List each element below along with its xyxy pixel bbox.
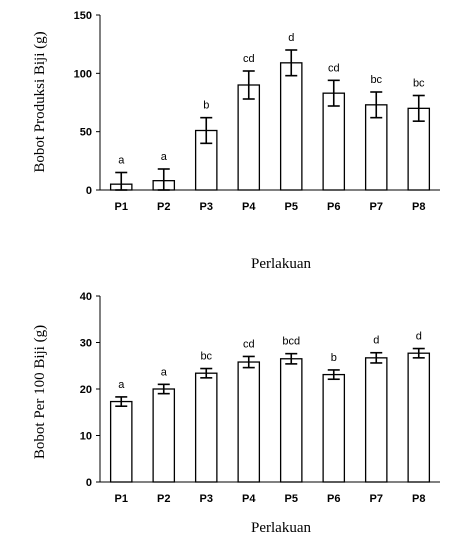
bar <box>237 84 261 191</box>
bar <box>237 361 261 483</box>
significance-label: bcd <box>282 336 300 348</box>
category-label: P4 <box>242 201 256 213</box>
significance-label: b <box>203 100 209 112</box>
chart-bobot-produksi-biji: Bobot Produksi Biji (g) Perlakuan 0 50 100… <box>32 10 440 272</box>
category-label: P6 <box>327 201 340 213</box>
significance-label: a <box>118 155 125 167</box>
bar <box>322 92 346 191</box>
significance-label: cd <box>243 53 255 65</box>
bar <box>279 62 303 191</box>
category-label: P3 <box>200 201 213 213</box>
category-label: P5 <box>285 493 298 505</box>
significance-label: a <box>161 151 168 163</box>
y-tick-label: 10 <box>80 431 92 443</box>
category-label: P8 <box>412 201 425 213</box>
significance-label: a <box>161 366 168 378</box>
significance-label: b <box>331 352 337 364</box>
significance-label: d <box>416 331 422 343</box>
significance-label: bc <box>200 351 212 363</box>
bar <box>364 357 388 483</box>
y-tick-label: 40 <box>80 291 92 303</box>
category-label: P3 <box>200 493 213 505</box>
category-label: P2 <box>157 493 170 505</box>
significance-label: a <box>118 379 125 391</box>
category-label: P5 <box>285 201 298 213</box>
category-label: P4 <box>242 493 256 505</box>
bar <box>194 372 218 483</box>
x-axis-title: Perlakuan <box>251 520 311 536</box>
significance-label: cd <box>243 338 255 350</box>
bar <box>152 388 176 483</box>
category-label: P8 <box>412 493 425 505</box>
y-tick-label: 0 <box>86 477 92 489</box>
significance-label: d <box>373 335 379 347</box>
category-label: P1 <box>115 493 128 505</box>
y-tick-label: 100 <box>74 68 92 80</box>
y-tick-label: 50 <box>80 127 92 139</box>
y-axis-title: Bobot Produksi Biji (g) <box>32 31 48 172</box>
y-tick-label: 20 <box>80 384 92 396</box>
y-tick-label: 150 <box>74 10 92 22</box>
significance-label: d <box>288 32 294 44</box>
category-label: P2 <box>157 201 170 213</box>
significance-label: bc <box>370 74 382 86</box>
y-axis-title: Bobot Per 100 Biji (g) <box>32 325 48 459</box>
category-label: P6 <box>327 493 340 505</box>
significance-label: bc <box>413 78 425 90</box>
y-tick-label: 30 <box>80 338 92 350</box>
chart-bobot-per-100-biji: Bobot Per 100 Biji (g) Perlakuan 0 10 20 30… <box>32 291 440 536</box>
y-tick-label: 0 <box>86 185 92 197</box>
x-axis-title: Perlakuan <box>251 256 311 272</box>
category-label: P7 <box>370 201 383 213</box>
bar <box>109 400 133 483</box>
category-label: P7 <box>370 493 383 505</box>
category-label: P1 <box>115 201 128 213</box>
significance-label: cd <box>328 62 340 74</box>
bar <box>322 373 346 483</box>
bar <box>279 358 303 483</box>
bar <box>407 352 431 483</box>
